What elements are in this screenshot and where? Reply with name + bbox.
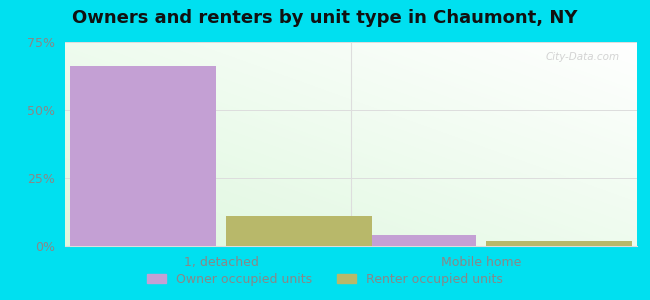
- Bar: [70, 67, 216, 246]
- Bar: [486, 241, 632, 246]
- Legend: Owner occupied units, Renter occupied units: Owner occupied units, Renter occupied un…: [142, 268, 508, 291]
- Bar: [226, 216, 372, 246]
- Text: City-Data.com: City-Data.com: [546, 52, 620, 62]
- Text: Owners and renters by unit type in Chaumont, NY: Owners and renters by unit type in Chaum…: [72, 9, 578, 27]
- Bar: [330, 235, 476, 246]
